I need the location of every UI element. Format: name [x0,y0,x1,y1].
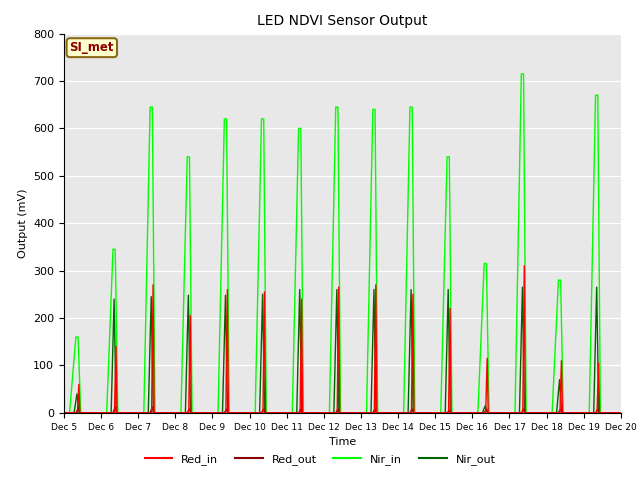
Red_out [76,410,83,416]
Line: Nir_in: Nir_in [64,74,621,413]
Nir_out [426,410,433,416]
Red_in [76,410,84,416]
Legend: Red_in, Red_out, Nir_in, Nir_out: Red_in, Red_out, Nir_in, Nir_out [140,450,500,469]
Nir_in [60,410,68,416]
Red_in [60,410,68,416]
Red_in [120,410,127,416]
Nir_out [617,410,625,416]
Red_in [617,410,625,416]
Title: LED NDVI Sensor Output: LED NDVI Sensor Output [257,14,428,28]
Nir_out [76,410,83,416]
Red_out [60,410,68,416]
Nir_in [506,410,513,416]
Nir_in [467,410,474,416]
Nir_in [530,410,538,416]
Nir_in [321,410,329,416]
Red_in [431,410,439,416]
Nir_in [205,410,213,416]
Nir_out [60,410,68,416]
Red_out [111,404,119,410]
Red_out [432,410,440,416]
Red_in [360,410,367,416]
Red_out [180,410,188,416]
Y-axis label: Output (mV): Output (mV) [17,189,28,258]
Nir_out [119,410,127,416]
Nir_out [518,284,526,290]
Red_out [121,410,129,416]
X-axis label: Time: Time [329,437,356,447]
Nir_in [518,71,525,77]
Red_in [426,410,433,416]
Text: SI_met: SI_met [70,41,114,54]
Line: Red_in: Red_in [64,266,621,413]
Red_out [617,410,625,416]
Red_in [520,263,528,269]
Line: Nir_out: Nir_out [64,287,621,413]
Nir_out [359,410,367,416]
Line: Red_out: Red_out [64,407,621,413]
Nir_out [431,410,439,416]
Red_out [360,410,367,416]
Red_out [427,410,435,416]
Nir_in [444,154,451,160]
Red_in [180,410,188,416]
Nir_in [617,410,625,416]
Nir_out [178,410,186,416]
